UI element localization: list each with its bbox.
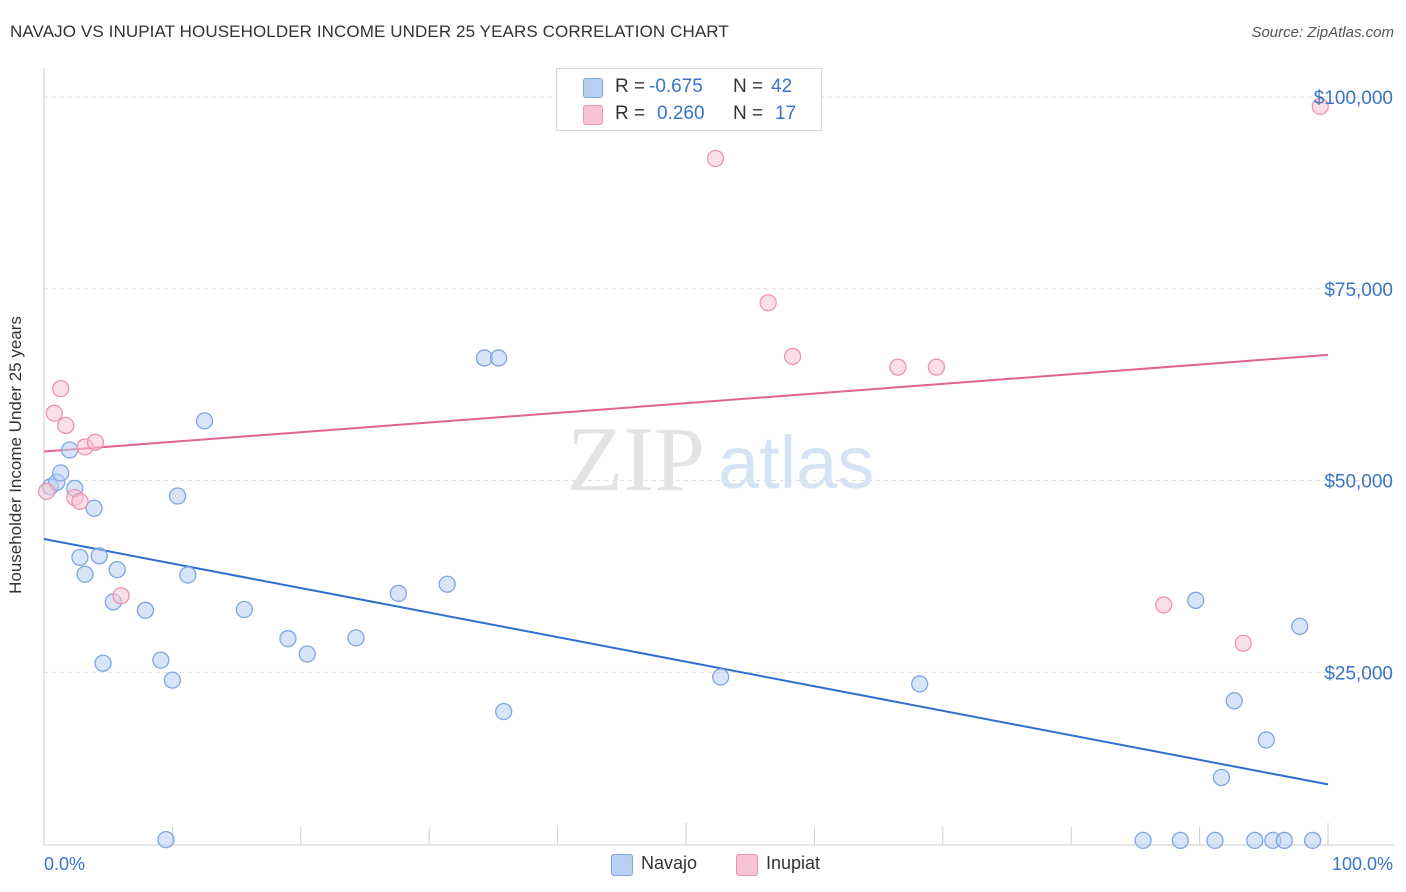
point-navajo[interactable]: [1275, 831, 1293, 850]
point-navajo[interactable]: [438, 575, 456, 593]
point-navajo[interactable]: [1246, 831, 1264, 850]
navajo-legend-swatch: [611, 854, 633, 876]
point-navajo[interactable]: [152, 651, 170, 669]
tick-label-layer: $25,000 $50,000 $75,000 $100,000 0.0% 100.0%: [44, 88, 1393, 874]
stats-box: R = -0.675 N = 42 R = 0.260 N = 17: [556, 68, 822, 131]
point-navajo[interactable]: [489, 349, 508, 367]
grid-layer: [44, 96, 1394, 673]
y-tick-label: $50,000: [1324, 472, 1393, 493]
point-navajo[interactable]: [108, 560, 126, 579]
watermark-atlas: atlas: [718, 421, 874, 504]
point-navajo[interactable]: [712, 668, 730, 686]
point-navajo[interactable]: [52, 464, 70, 482]
point-inupiat[interactable]: [37, 482, 56, 501]
point-navajo[interactable]: [168, 487, 187, 505]
watermark: ZIP atlas: [567, 408, 874, 510]
point-inupiat[interactable]: [45, 404, 63, 422]
r-value: -0.675: [649, 76, 703, 97]
point-navajo[interactable]: [911, 675, 929, 693]
point-navajo[interactable]: [235, 600, 253, 619]
point-navajo[interactable]: [71, 548, 89, 567]
point-navajo[interactable]: [1187, 591, 1205, 609]
point-navajo[interactable]: [136, 601, 155, 619]
point-inupiat[interactable]: [86, 433, 105, 451]
point-navajo[interactable]: [1206, 831, 1224, 850]
point-inupiat[interactable]: [1154, 596, 1173, 614]
r-label: R =: [615, 103, 646, 124]
points-layer: [37, 97, 1329, 850]
n-label: N =: [733, 103, 764, 124]
point-navajo[interactable]: [495, 702, 513, 721]
legend-label-navajo: Navajo: [641, 853, 698, 873]
point-navajo[interactable]: [76, 565, 94, 583]
y-tick-label: $75,000: [1324, 280, 1393, 301]
point-inupiat[interactable]: [927, 358, 946, 376]
point-navajo[interactable]: [85, 499, 103, 517]
x-tick-label: 0.0%: [44, 854, 85, 874]
point-navajo[interactable]: [1303, 831, 1322, 850]
stats-row-inupiat: R = 0.260 N = 17: [557, 101, 821, 127]
point-navajo[interactable]: [1291, 617, 1309, 636]
point-navajo[interactable]: [1225, 692, 1243, 710]
point-navajo[interactable]: [179, 566, 197, 584]
y-tick-label: $100,000: [1314, 88, 1393, 109]
point-navajo[interactable]: [1134, 831, 1152, 850]
legend-label-inupiat: Inupiat: [766, 853, 821, 873]
point-navajo[interactable]: [1171, 831, 1189, 850]
point-inupiat[interactable]: [57, 416, 75, 435]
point-navajo[interactable]: [157, 830, 175, 849]
n-value: 17: [775, 103, 797, 124]
point-navajo[interactable]: [389, 584, 408, 603]
point-inupiat[interactable]: [889, 358, 907, 376]
point-navajo[interactable]: [195, 412, 214, 430]
stats-row-navajo: R = -0.675 N = 42: [557, 74, 821, 100]
point-navajo[interactable]: [298, 645, 316, 663]
r-value: 0.260: [657, 103, 705, 124]
point-navajo[interactable]: [61, 441, 79, 459]
point-navajo[interactable]: [163, 671, 182, 689]
point-inupiat[interactable]: [112, 587, 130, 605]
point-inupiat[interactable]: [706, 149, 725, 168]
navajo-swatch: [583, 78, 603, 98]
point-navajo[interactable]: [90, 547, 108, 565]
point-navajo[interactable]: [1212, 768, 1231, 787]
point-navajo[interactable]: [279, 630, 297, 648]
axis-layer: [43, 68, 1394, 846]
trend-line-inupiat: [43, 353, 1329, 453]
n-label: N =: [733, 76, 764, 97]
trend-layer: [43, 353, 1329, 786]
point-inupiat[interactable]: [71, 492, 89, 511]
point-navajo[interactable]: [1257, 731, 1276, 749]
y-axis-label: Householder Income Under 25 years: [6, 316, 25, 594]
point-navajo[interactable]: [94, 654, 112, 672]
point-inupiat[interactable]: [759, 294, 777, 312]
r-label: R =: [615, 76, 646, 97]
trend-line-navajo: [43, 537, 1329, 786]
inupiat-swatch: [583, 105, 603, 125]
point-inupiat[interactable]: [1234, 634, 1252, 652]
legend: Navajo Inupiat: [0, 852, 1406, 878]
y-tick-label: $25,000: [1324, 663, 1393, 684]
inupiat-legend-swatch: [736, 854, 758, 876]
point-navajo[interactable]: [347, 629, 365, 647]
point-inupiat[interactable]: [783, 347, 802, 366]
point-inupiat[interactable]: [1311, 97, 1329, 116]
source-credit: Source: ZipAtlas.com: [1251, 24, 1394, 41]
x-tick-label: 100.0%: [1332, 854, 1393, 874]
point-inupiat[interactable]: [52, 379, 70, 398]
n-value: 42: [771, 76, 793, 97]
watermark-zip: ZIP: [567, 408, 705, 510]
chart-title: NAVAJO VS INUPIAT HOUSEHOLDER INCOME UND…: [10, 22, 729, 41]
